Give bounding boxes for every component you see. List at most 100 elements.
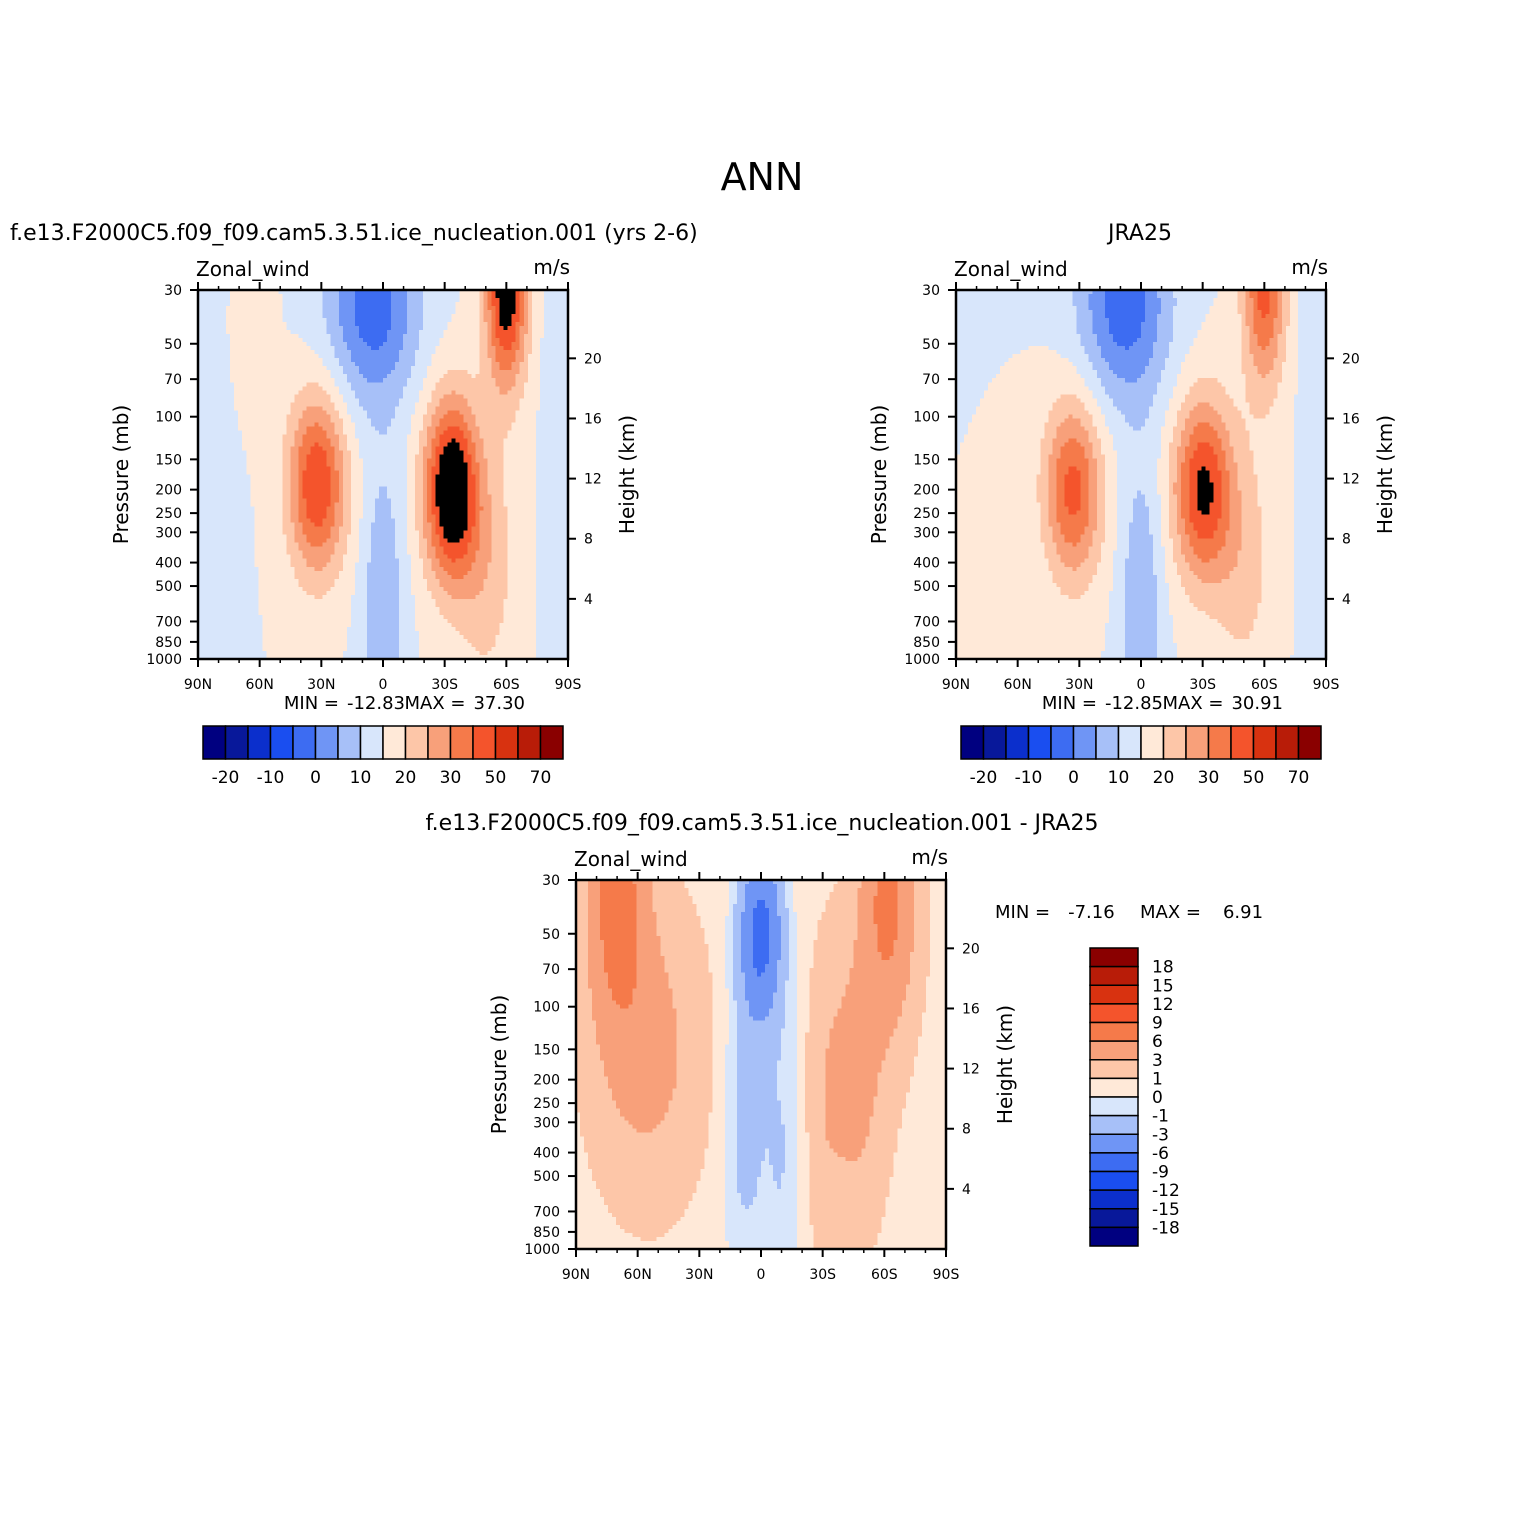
y-tick-label: 250 bbox=[155, 506, 182, 522]
colorbar-box bbox=[1089, 1096, 1139, 1117]
y-tick-label: 100 bbox=[533, 1000, 560, 1016]
colorbar-box bbox=[1162, 725, 1187, 760]
x-tick-label: 90S bbox=[555, 677, 582, 693]
x-tick-label: 90N bbox=[942, 677, 970, 693]
x-tick-label: 60S bbox=[1251, 677, 1278, 693]
colorbar-box bbox=[1089, 984, 1139, 1005]
x-tick-label: 90N bbox=[562, 1267, 590, 1283]
min-label: MIN = -12.83 bbox=[284, 693, 405, 714]
y-tick-label: 300 bbox=[533, 1115, 560, 1131]
colorbar-label: 50 bbox=[1243, 768, 1265, 788]
y2-tick-label: 8 bbox=[962, 1122, 971, 1138]
y-tick-label: 500 bbox=[533, 1169, 560, 1185]
y-axis-label: Pressure (mb) bbox=[487, 995, 511, 1135]
panel-units: m/s bbox=[1291, 255, 1328, 279]
y2-axis-label: Height (km) bbox=[615, 415, 639, 534]
colorbar-label: 0 bbox=[310, 768, 321, 788]
x-tick-label: 30S bbox=[431, 677, 458, 693]
y-axis-label: Pressure (mb) bbox=[867, 405, 891, 545]
y-tick-label: 100 bbox=[155, 410, 182, 426]
y-tick-label: 50 bbox=[922, 337, 940, 353]
colorbar-box bbox=[1089, 1021, 1139, 1042]
colorbar-box bbox=[1089, 947, 1139, 968]
y-tick-label: 150 bbox=[533, 1042, 560, 1058]
x-tick-label: 60N bbox=[246, 677, 274, 693]
min-label: MIN = -12.85 bbox=[1042, 693, 1163, 714]
colorbar-box bbox=[1089, 1226, 1139, 1247]
colorbar-label: 3 bbox=[1152, 1051, 1163, 1071]
y-tick-label: 1000 bbox=[146, 652, 182, 668]
y-tick-label: 700 bbox=[533, 1204, 560, 1220]
colorbar-box bbox=[292, 725, 317, 760]
panel-units: m/s bbox=[911, 845, 948, 869]
y2-tick-label: 20 bbox=[584, 351, 602, 367]
y2-tick-label: 20 bbox=[962, 941, 980, 957]
colorbar-label: 18 bbox=[1152, 958, 1174, 978]
y-tick-label: 70 bbox=[542, 962, 560, 978]
x-tick-label: 0 bbox=[1137, 677, 1146, 693]
colorbar-label: 20 bbox=[1153, 768, 1175, 788]
colorbar-label: 30 bbox=[440, 768, 462, 788]
colorbar-box bbox=[1089, 965, 1139, 987]
colorbar-label: -10 bbox=[1015, 768, 1043, 788]
contour-fill bbox=[576, 880, 947, 1250]
colorbar-label: 50 bbox=[485, 768, 507, 788]
colorbar-box bbox=[1050, 725, 1075, 760]
x-tick-label: 30N bbox=[685, 1267, 713, 1283]
colorbar-box bbox=[1089, 1059, 1139, 1080]
colorbar-box bbox=[1089, 1152, 1139, 1173]
y-tick-label: 700 bbox=[155, 614, 182, 630]
y2-axis-label: Height (km) bbox=[1373, 415, 1397, 534]
colorbar-label: 70 bbox=[530, 768, 552, 788]
panel-left-string: Zonal_wind bbox=[196, 257, 310, 281]
y2-axis-label: Height (km) bbox=[993, 1005, 1017, 1124]
colorbar-label: -9 bbox=[1152, 1163, 1169, 1183]
y-tick-label: 50 bbox=[164, 337, 182, 353]
colorbar-box bbox=[1027, 725, 1052, 760]
colorbar-box bbox=[517, 725, 542, 760]
y2-tick-label: 16 bbox=[584, 411, 602, 427]
y-tick-label: 400 bbox=[533, 1146, 560, 1162]
colorbar-box bbox=[1207, 725, 1232, 760]
colorbar-box bbox=[1089, 1077, 1139, 1098]
x-tick-label: 60S bbox=[493, 677, 520, 693]
y-axis-label: Pressure (mb) bbox=[109, 405, 133, 545]
colorbar-label: 1 bbox=[1152, 1069, 1163, 1089]
colorbar-box bbox=[1095, 725, 1120, 760]
y-tick-label: 150 bbox=[155, 452, 182, 468]
colorbar-box bbox=[337, 725, 362, 760]
colorbar: -20 -10 0 10 20 30 50 70 bbox=[202, 725, 564, 788]
y-tick-label: 850 bbox=[533, 1225, 560, 1241]
y-tick-label: 300 bbox=[913, 525, 940, 541]
colorbar-label: -20 bbox=[212, 768, 240, 788]
y-tick-label: 850 bbox=[155, 635, 182, 651]
y2-tick-label: 12 bbox=[584, 472, 602, 488]
colorbar-label: -1 bbox=[1152, 1107, 1169, 1127]
panel-model: f.e13.F2000C5.f09_f09.cam5.3.51.ice_nucl… bbox=[10, 221, 698, 788]
colorbar-label: -15 bbox=[1152, 1200, 1180, 1220]
contour-plot: 90N 60N 30N 0 30S 60S 90S 30 50 70 100 150 200 250 300… bbox=[867, 282, 1397, 693]
x-tick-label: 0 bbox=[379, 677, 388, 693]
y-tick-label: 500 bbox=[155, 579, 182, 595]
y-tick-label: 1000 bbox=[524, 1242, 560, 1258]
x-tick-label: 60S bbox=[871, 1267, 898, 1283]
x-tick-label: 60N bbox=[624, 1267, 652, 1283]
contour-plot: 90N 60N 30N 0 30S 60S 90S 30 50 70 100 150 200 250 300… bbox=[109, 282, 639, 693]
y2-tick-label: 8 bbox=[584, 532, 593, 548]
panel-units: m/s bbox=[533, 255, 570, 279]
max-label: MAX = 6.91 bbox=[1140, 902, 1263, 923]
colorbar-box bbox=[202, 725, 227, 760]
colorbar-label: 70 bbox=[1288, 768, 1310, 788]
colorbar-box bbox=[382, 725, 407, 760]
y-tick-label: 30 bbox=[164, 283, 182, 299]
panel-difference: f.e13.F2000C5.f09_f09.cam5.3.51.ice_nucl… bbox=[426, 811, 1264, 1283]
colorbar-label: 10 bbox=[350, 768, 372, 788]
colorbar-box bbox=[982, 725, 1007, 760]
colorbar-label: 9 bbox=[1152, 1014, 1163, 1034]
x-tick-label: 0 bbox=[757, 1267, 766, 1283]
colorbar-box bbox=[539, 725, 564, 760]
y-tick-label: 200 bbox=[533, 1073, 560, 1089]
colorbar-box bbox=[269, 725, 294, 760]
contour-fill bbox=[956, 290, 1327, 660]
